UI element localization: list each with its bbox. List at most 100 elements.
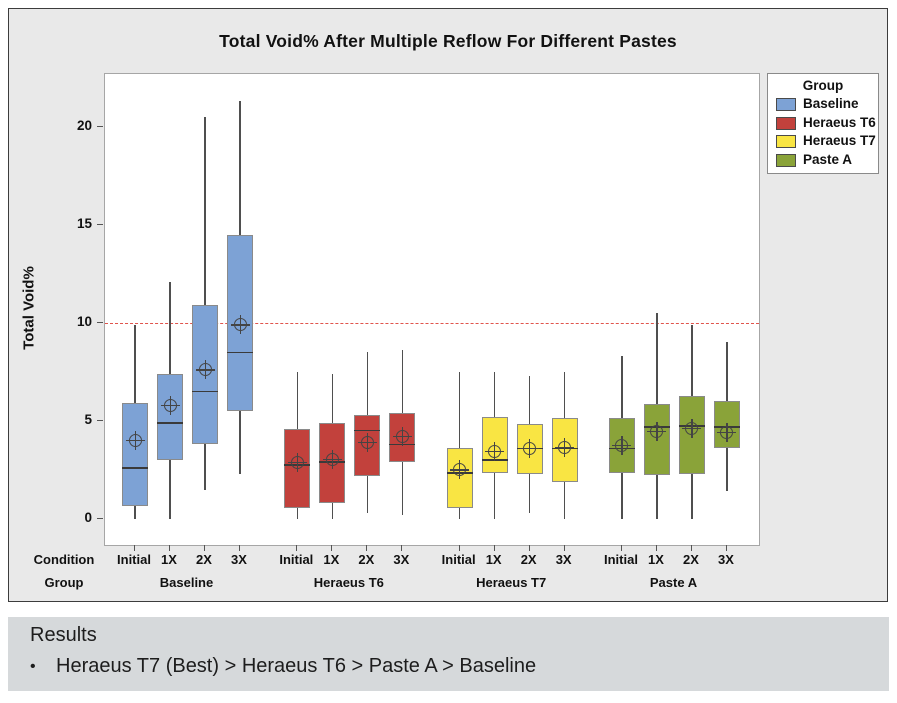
x-axis-tick xyxy=(296,545,298,551)
legend: Group Baseline Heraeus T6 Heraeus T7 Paste … xyxy=(767,73,879,174)
condition-tick-label: 1X xyxy=(161,552,177,567)
mean-marker-icon xyxy=(195,360,215,380)
group-tick-label: Heraeus T6 xyxy=(313,575,384,590)
median-line xyxy=(122,467,148,469)
legend-swatch-icon xyxy=(776,153,796,167)
whisker-line xyxy=(204,117,206,490)
legend-item-baseline: Baseline xyxy=(776,96,876,113)
mean-marker-icon xyxy=(612,435,632,455)
mean-marker-icon xyxy=(647,422,667,442)
condition-tick-label: Initial xyxy=(604,552,638,567)
median-line xyxy=(192,390,218,393)
mean-circle xyxy=(360,435,374,449)
legend-swatch-icon xyxy=(776,116,796,130)
x-axis-tick xyxy=(620,545,622,551)
y-axis-label: Total Void% xyxy=(20,266,38,350)
x-axis-tick xyxy=(331,545,333,551)
results-heading: Results xyxy=(30,624,97,646)
chart-title: Total Void% After Multiple Reflow For Di… xyxy=(219,31,677,51)
mean-circle xyxy=(198,363,212,377)
condition-tick-label: 2X xyxy=(358,552,375,567)
x-axis-tick xyxy=(528,545,530,551)
x-axis-tick xyxy=(655,545,657,551)
legend-item-paste-a: Paste A xyxy=(776,152,876,169)
mean-marker-icon xyxy=(125,431,145,451)
legend-item-heraeus-t7: Heraeus T7 xyxy=(776,133,876,150)
y-axis-tick-label: 20 xyxy=(76,117,92,133)
mean-marker-icon xyxy=(287,452,307,472)
condition-tick-label: 2X xyxy=(196,552,212,567)
mean-marker-icon xyxy=(717,423,737,443)
mean-marker-icon xyxy=(357,432,377,452)
mean-marker-icon xyxy=(322,449,342,469)
y-axis-tick xyxy=(97,419,103,421)
reference-line xyxy=(105,322,759,324)
y-axis-tick-label: 15 xyxy=(76,215,92,231)
condition-tick-label: 3X xyxy=(231,552,247,567)
mean-marker-icon xyxy=(450,460,470,480)
condition-tick-label: 3X xyxy=(555,552,572,567)
condition-tick-label: Initial xyxy=(279,552,314,567)
mean-marker-icon xyxy=(230,315,250,335)
x-axis-tick xyxy=(725,545,727,551)
results-panel: Results • Heraeus T7 (Best) > Heraeus T6 … xyxy=(8,617,889,691)
box-baseline-initial xyxy=(122,403,148,507)
median-line xyxy=(354,429,381,432)
x-axis-tick xyxy=(458,545,460,551)
condition-tick-label: 1X xyxy=(323,552,340,567)
condition-tick-label: 2X xyxy=(520,552,537,567)
x-axis-tick xyxy=(134,545,135,551)
legend-item-heraeus-t6: Heraeus T6 xyxy=(776,115,876,132)
mean-circle xyxy=(453,463,467,477)
condition-tick-label: 1X xyxy=(648,552,664,567)
y-axis-tick-label: 5 xyxy=(84,411,92,427)
mean-marker-icon xyxy=(555,437,575,457)
group-tick-label: Paste A xyxy=(649,575,698,590)
condition-tick-label: 3X xyxy=(393,552,410,567)
legend-item-label: Paste A xyxy=(803,151,853,167)
mean-marker-icon xyxy=(520,438,540,458)
y-axis-tick xyxy=(97,321,103,323)
plot-area xyxy=(104,73,760,546)
x-axis-tick xyxy=(204,545,205,551)
median-line xyxy=(157,422,183,424)
mean-circle xyxy=(615,438,629,452)
legend-swatch-icon xyxy=(776,135,796,148)
mean-circle xyxy=(128,434,142,448)
x-axis-group-header: Group xyxy=(44,575,84,590)
mean-circle xyxy=(558,440,572,454)
y-axis-tick xyxy=(97,125,103,127)
mean-circle xyxy=(720,426,734,440)
y-axis-tick-label: 0 xyxy=(84,509,92,525)
mean-marker-icon xyxy=(160,395,180,415)
box-baseline-1x xyxy=(157,373,183,461)
x-axis-tick xyxy=(366,545,368,551)
bullet-icon: • xyxy=(30,658,36,675)
condition-tick-label: Initial xyxy=(441,552,476,567)
condition-tick-label: 1X xyxy=(485,552,502,567)
mean-circle xyxy=(650,425,664,439)
x-axis-tick xyxy=(493,545,495,551)
legend-swatch-icon xyxy=(776,98,796,111)
x-axis-tick xyxy=(239,545,240,551)
y-axis-tick xyxy=(97,223,103,225)
mean-marker-icon xyxy=(392,427,412,447)
condition-tick-label: 3X xyxy=(718,552,734,567)
boxplot-chart-panel: Total Void% After Multiple Reflow For Di… xyxy=(8,8,888,602)
whisker-line xyxy=(459,371,461,519)
mean-circle xyxy=(523,441,537,455)
results-ranking-text: Heraeus T7 (Best) > Heraeus T6 > Paste A… xyxy=(56,655,537,677)
condition-tick-label: 2X xyxy=(683,552,699,567)
x-axis-tick xyxy=(690,545,692,551)
condition-tick-label: Initial xyxy=(117,552,151,567)
y-axis-tick xyxy=(97,517,103,519)
mean-circle xyxy=(488,444,502,458)
legend-title: Group xyxy=(802,78,844,93)
mean-circle xyxy=(163,398,177,412)
x-axis-tick xyxy=(401,545,403,551)
y-axis-tick-label: 10 xyxy=(76,313,92,329)
x-axis-tick xyxy=(169,545,170,551)
group-tick-label: Heraeus T7 xyxy=(476,575,547,590)
mean-marker-icon xyxy=(485,441,505,461)
